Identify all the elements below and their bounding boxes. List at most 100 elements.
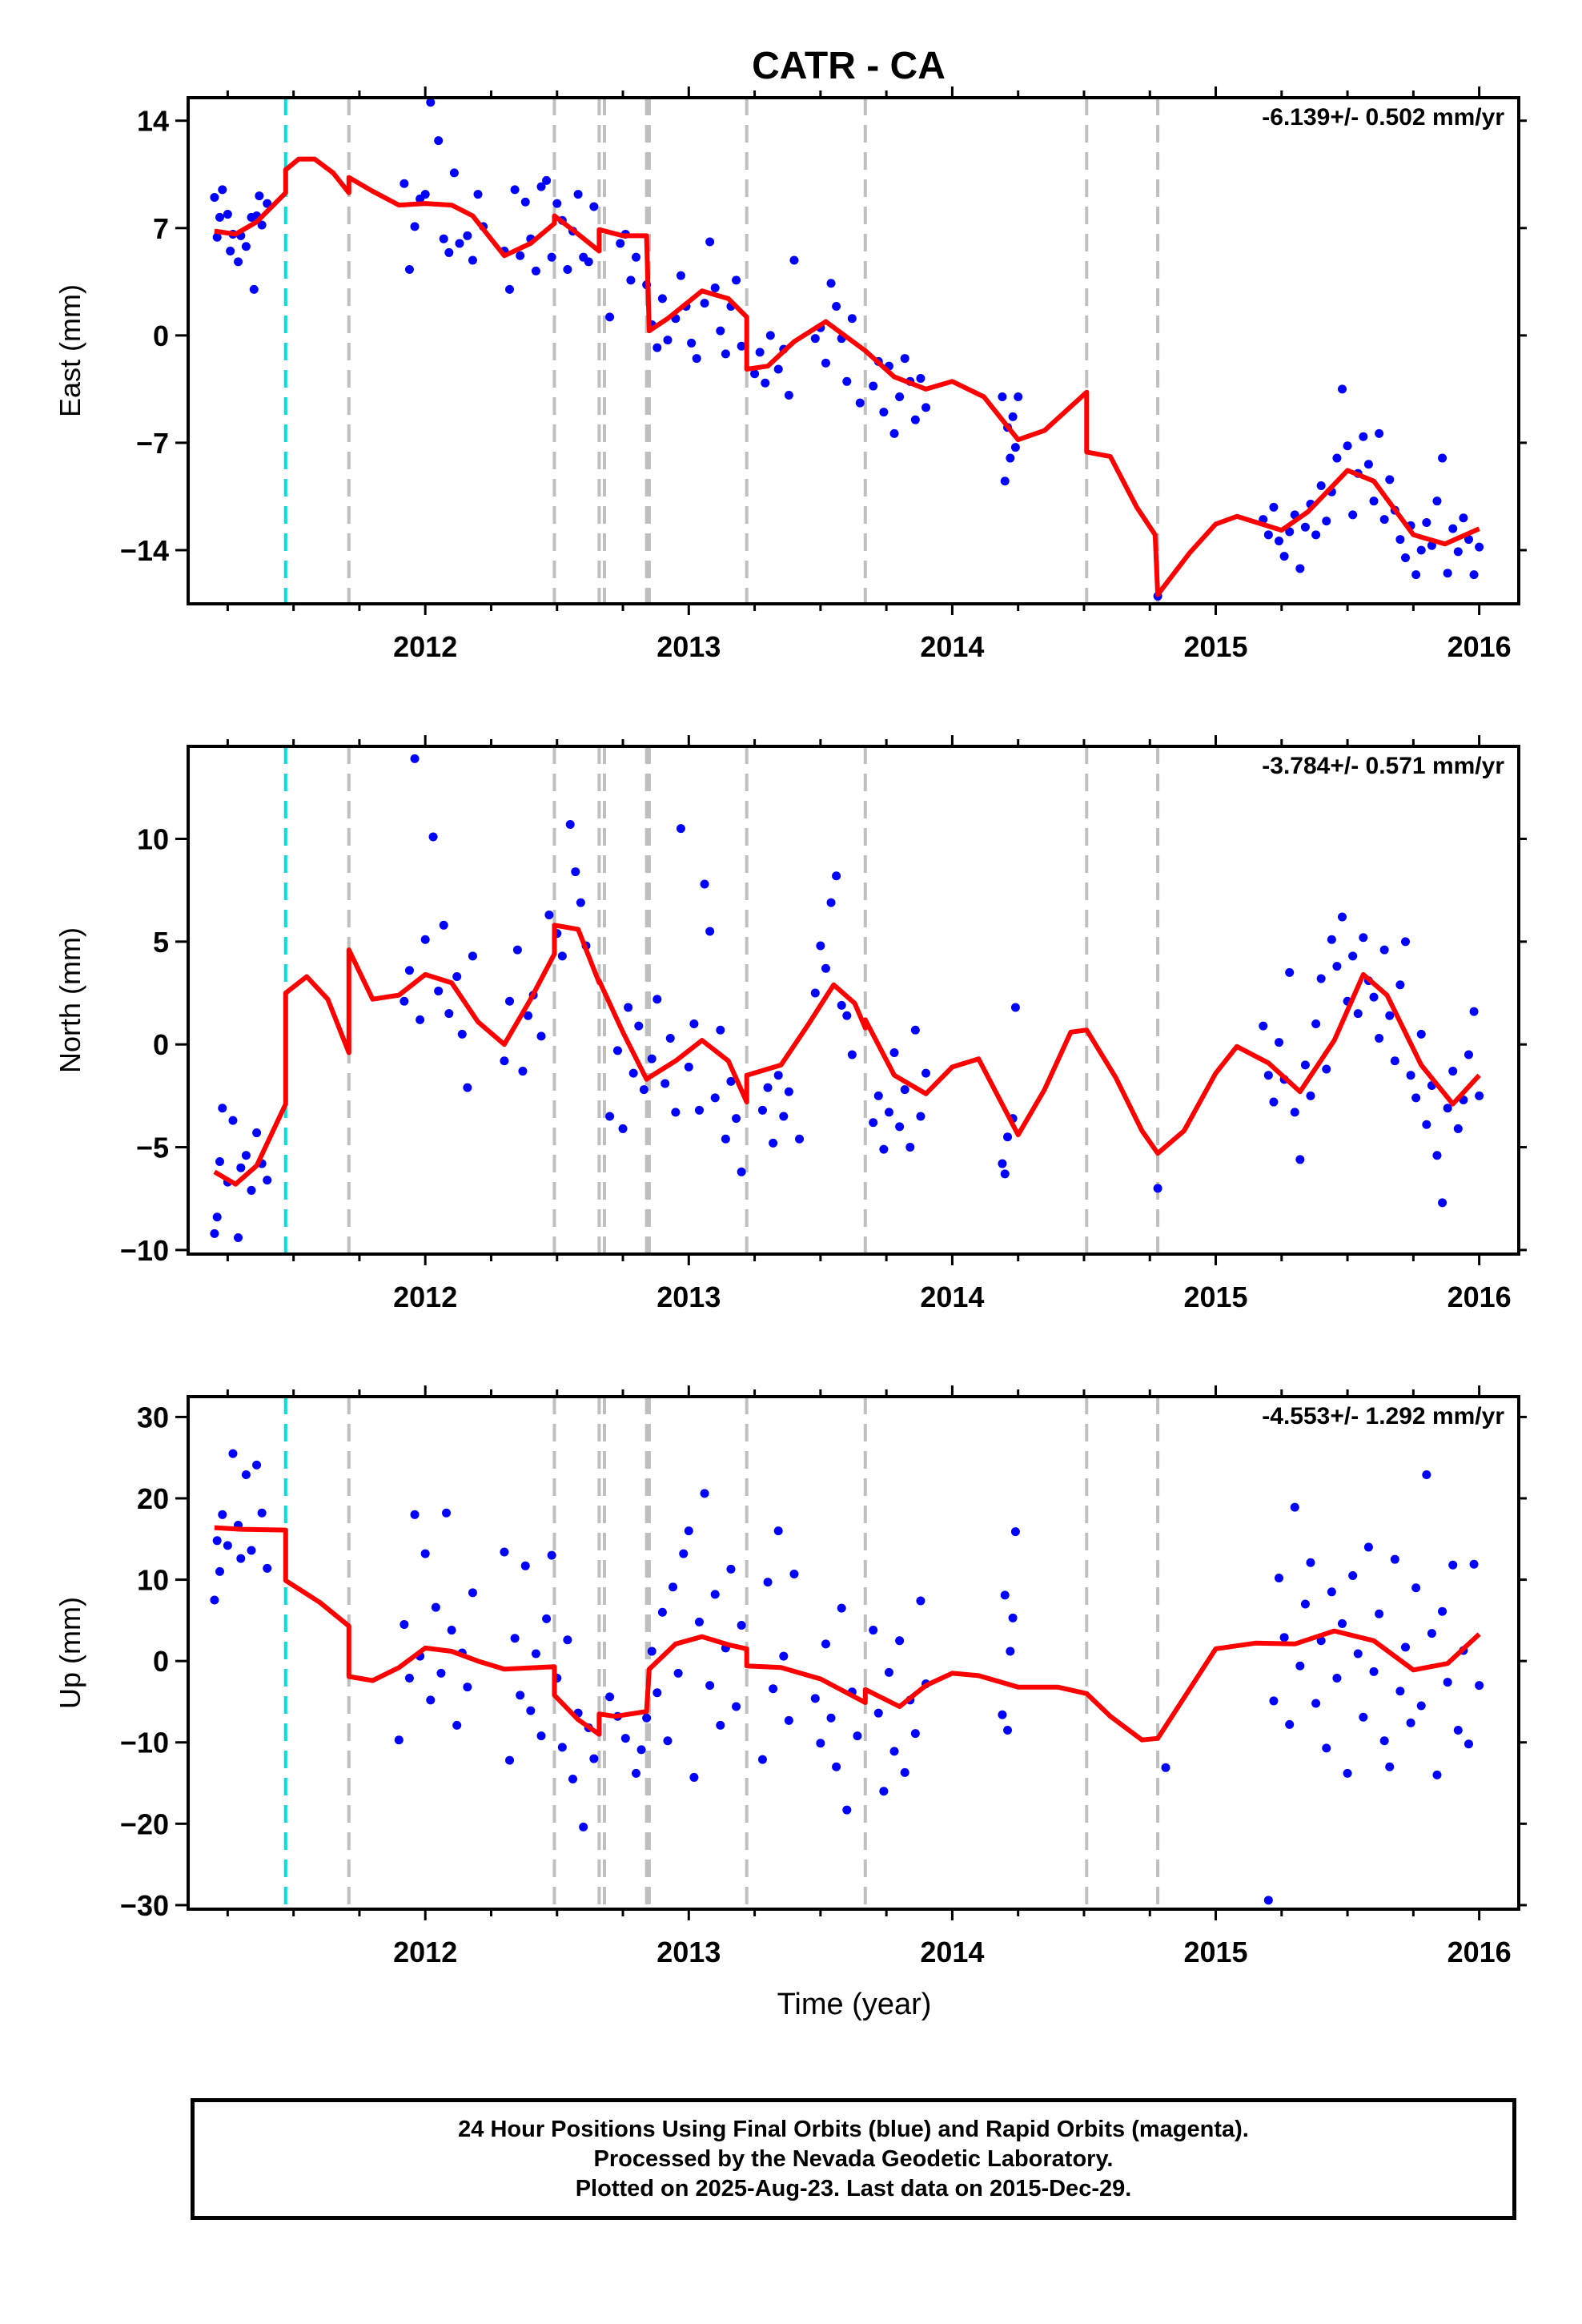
data-point	[705, 1681, 715, 1691]
data-point	[394, 1735, 404, 1745]
data-point	[779, 1112, 789, 1121]
data-point	[1000, 1169, 1010, 1179]
data-point	[895, 1636, 905, 1646]
data-point	[1008, 412, 1018, 421]
data-point	[255, 191, 264, 201]
data-point	[557, 1743, 567, 1752]
data-point	[692, 354, 701, 364]
x-tick-label: 2016	[1447, 1936, 1512, 1968]
data-point	[1003, 1726, 1013, 1735]
data-point	[257, 220, 267, 230]
data-point	[847, 314, 857, 324]
data-point	[732, 1702, 741, 1711]
data-point	[536, 182, 546, 191]
y-tick-label: 7	[153, 212, 169, 245]
data-point	[694, 1617, 704, 1626]
data-point	[439, 234, 448, 243]
data-point	[1385, 475, 1395, 485]
data-point	[910, 415, 920, 424]
model-line	[213, 923, 1481, 1187]
data-point	[473, 190, 483, 199]
data-point	[628, 1068, 638, 1078]
data-point	[1337, 1618, 1347, 1628]
data-point	[571, 867, 580, 877]
data-point	[765, 331, 775, 340]
data-point	[1448, 1560, 1458, 1570]
data-point	[684, 1062, 693, 1072]
data-point	[228, 1449, 238, 1458]
data-point	[618, 1124, 628, 1133]
data-point	[1443, 569, 1452, 578]
y-tick-label: −20	[120, 1807, 169, 1840]
data-point	[1295, 1661, 1305, 1671]
data-point	[1332, 453, 1342, 463]
data-point	[879, 1144, 889, 1154]
data-point	[252, 1460, 262, 1470]
data-point	[884, 1108, 893, 1117]
caption-line-1: 24 Hour Positions Using Final Orbits (bl…	[458, 2116, 1249, 2142]
y-tick-label: 14	[137, 105, 169, 138]
data-point	[1343, 441, 1352, 451]
data-point	[1448, 524, 1458, 533]
data-point	[210, 1595, 219, 1605]
data-point	[1343, 1768, 1352, 1778]
plot-frame	[187, 96, 1520, 605]
data-point	[536, 1731, 546, 1741]
data-point	[624, 1003, 633, 1012]
y-tick-label: −30	[120, 1889, 169, 1922]
data-point	[661, 1079, 670, 1088]
data-point	[652, 995, 662, 1004]
data-point	[910, 1729, 920, 1739]
data-point	[436, 1668, 446, 1678]
data-point	[639, 1085, 648, 1095]
data-point	[1427, 1629, 1436, 1638]
data-point	[212, 1536, 222, 1546]
data-point	[763, 1578, 773, 1587]
data-point	[905, 1143, 915, 1152]
data-point	[1464, 1739, 1473, 1749]
data-point	[1275, 1574, 1284, 1583]
data-point	[810, 988, 820, 998]
data-point	[223, 210, 232, 219]
data-point	[1385, 1762, 1395, 1771]
data-point	[1400, 1642, 1410, 1652]
y-tick-label: −10	[120, 1234, 169, 1267]
data-point	[832, 871, 841, 881]
data-point	[1348, 951, 1358, 961]
data-point	[763, 1083, 773, 1092]
data-point	[757, 1755, 767, 1764]
data-point	[1411, 1583, 1421, 1593]
data-point	[516, 1691, 525, 1700]
data-point	[1306, 1558, 1315, 1567]
data-point	[1290, 1108, 1299, 1117]
data-point	[218, 1104, 227, 1113]
data-point	[420, 935, 430, 944]
data-point	[605, 1692, 615, 1702]
data-point	[837, 1603, 846, 1613]
x-tick-label: 2016	[1447, 630, 1512, 663]
data-point	[1311, 1019, 1321, 1029]
data-point	[236, 1554, 246, 1563]
data-point	[500, 1056, 509, 1066]
data-point	[226, 247, 235, 256]
y-tick-label: 10	[137, 823, 169, 856]
data-point	[510, 185, 520, 195]
data-point	[750, 369, 760, 379]
data-point	[647, 1054, 656, 1063]
data-point	[1311, 1699, 1321, 1708]
rate-label: -6.139+/- 0.502 mm/yr	[1262, 104, 1504, 131]
data-point	[1422, 1470, 1431, 1480]
data-point	[241, 1151, 251, 1160]
data-point	[468, 1588, 477, 1598]
data-point	[512, 945, 522, 955]
data-point	[510, 1634, 520, 1643]
data-point	[1453, 547, 1463, 557]
data-point	[1269, 502, 1279, 512]
data-point	[1000, 476, 1010, 486]
data-point	[1295, 1155, 1305, 1164]
data-point	[210, 1228, 219, 1238]
data-point	[1327, 935, 1336, 944]
data-point	[721, 349, 730, 359]
data-point	[215, 212, 224, 222]
data-point	[687, 338, 697, 348]
